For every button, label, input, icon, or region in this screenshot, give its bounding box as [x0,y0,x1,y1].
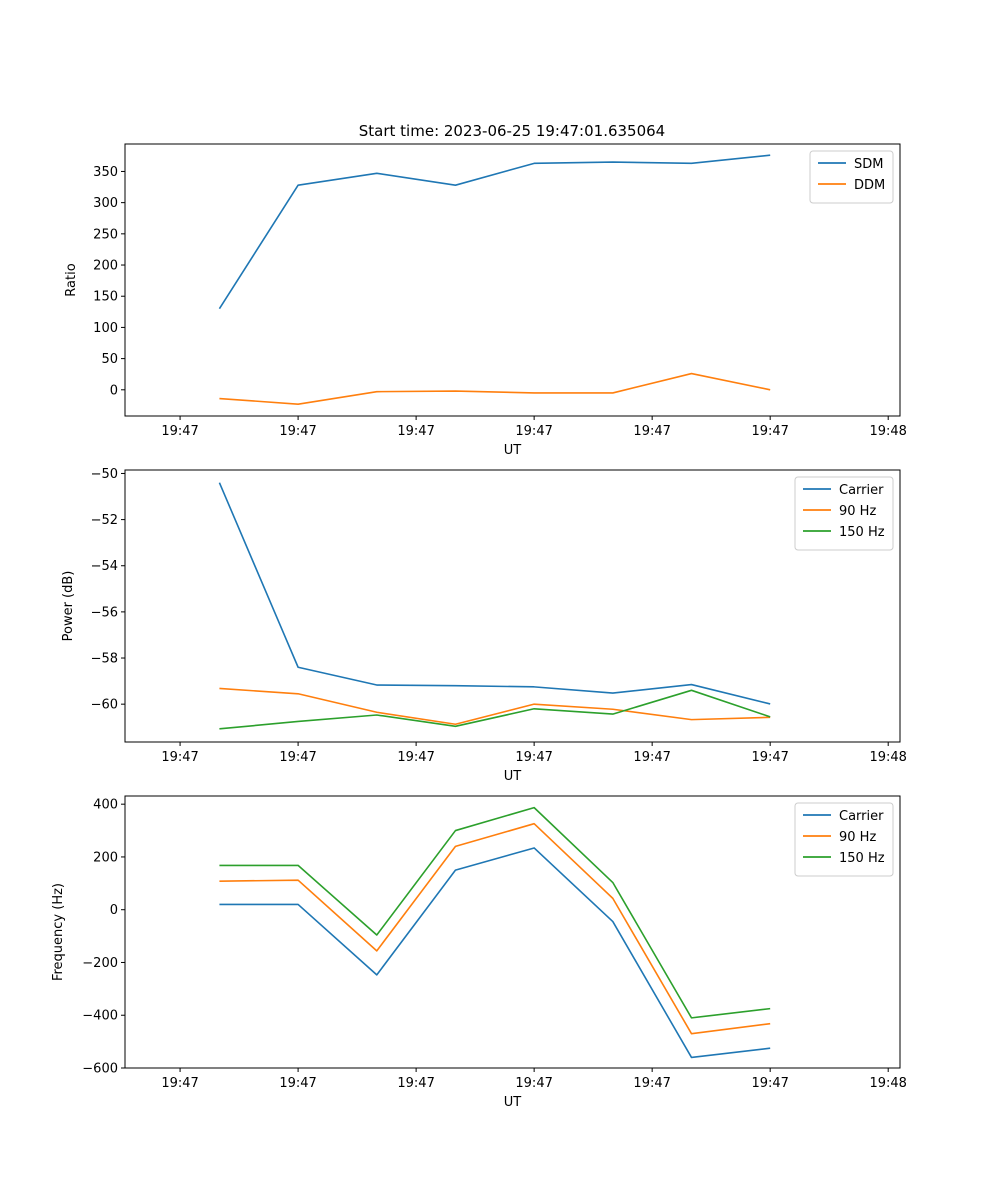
y-tick-label: 200 [93,850,118,865]
x-tick-label: 19:47 [397,424,434,439]
y-tick-label: −400 [82,1009,118,1024]
y-tick-label: −52 [91,513,118,528]
series-line-150-hz [219,806,771,1019]
chart-title: Start time: 2023-06-25 19:47:01.635064 [359,122,665,140]
x-tick-label: 19:47 [161,1076,198,1091]
subplot-3: 19:47 19:47 19:47 19:47 19:47 19:47 19:48 −600 −… [51,795,907,1110]
y-tick-label: −50 [91,467,118,482]
legend-label: 90 Hz [839,830,876,845]
plot-frame [124,469,901,743]
x-tick-label: 19:47 [751,1076,788,1091]
x-tick-label: 19:47 [279,1076,316,1091]
subplot-1: 19:47 19:47 19:47 19:47 19:47 19:47 19:48 0 50 10… [64,143,907,458]
series-line-90-hz [219,822,771,1035]
x-tick-label: 19:47 [279,424,316,439]
y-tick-label: 200 [93,259,118,274]
series-line-carrier [219,847,771,1059]
x-tick-label: 19:47 [161,424,198,439]
y-tick-label: −600 [82,1062,118,1077]
x-axis-label: UT [504,1095,522,1110]
subplots: 19:47 19:47 19:47 19:47 19:47 19:47 19:48 0 50 10… [51,143,907,1110]
x-tick-label: 19:47 [515,424,552,439]
x-tick-label: 19:47 [161,750,198,765]
x-tick-label: 19:47 [751,424,788,439]
x-tick-label: 19:47 [397,750,434,765]
x-tick-label: 19:47 [633,750,670,765]
y-tick-label: −54 [91,559,118,574]
y-tick-label: 0 [110,903,118,918]
series-line-carrier [218,482,771,705]
y-axis-label: Ratio [64,263,79,296]
x-tick-label: 19:47 [515,750,552,765]
y-tick-label: 50 [101,352,118,367]
legend: Carrier 90 Hz 150 Hz [794,802,894,877]
legend: SDM DDM [809,150,894,204]
y-tick-label: 0 [110,383,118,398]
x-tick-label: 19:47 [751,750,788,765]
y-tick-label: 400 [93,798,118,813]
x-tick-label: 19:47 [633,424,670,439]
y-tick-label: 150 [93,290,118,305]
legend-label: DDM [854,178,885,193]
y-tick-label: −60 [91,698,118,713]
legend-label: 150 Hz [839,525,885,540]
x-tick-label: 19:47 [279,750,316,765]
legend-label: SDM [854,157,883,172]
y-tick-label: 100 [93,321,118,336]
y-tick-label: 300 [93,196,118,211]
y-axis-label: Frequency (Hz) [51,883,66,981]
x-tick-label: 19:48 [869,424,906,439]
series-line-sdm [218,154,771,310]
x-tick-label: 19:47 [397,1076,434,1091]
legend: Carrier 90 Hz 150 Hz [794,476,894,551]
series-line-150-hz [219,689,771,730]
legend-label: 90 Hz [839,504,876,519]
y-tick-label: −200 [82,956,118,971]
x-tick-label: 19:48 [869,750,906,765]
series-line-90-hz [219,687,771,726]
legend-label: Carrier [839,809,884,824]
y-tick-label: −56 [91,605,118,620]
plot-frame [124,143,901,417]
y-axis-label: Power (dB) [61,571,76,642]
y-tick-label: 250 [93,227,118,242]
x-tick-label: 19:47 [515,1076,552,1091]
legend-label: 150 Hz [839,851,885,866]
x-tick-label: 19:47 [633,1076,670,1091]
x-axis-label: UT [504,769,522,784]
legend-label: Carrier [839,483,884,498]
x-tick-label: 19:48 [869,1076,906,1091]
series-line-ddm [219,372,771,405]
x-axis-label: UT [504,443,522,458]
y-tick-label: −58 [91,652,118,667]
y-tick-label: 350 [93,165,118,180]
subplot-2: 19:47 19:47 19:47 19:47 19:47 19:47 19:48 −50 −5… [61,467,907,784]
legend-box [809,150,894,204]
plot-frame [124,795,901,1069]
